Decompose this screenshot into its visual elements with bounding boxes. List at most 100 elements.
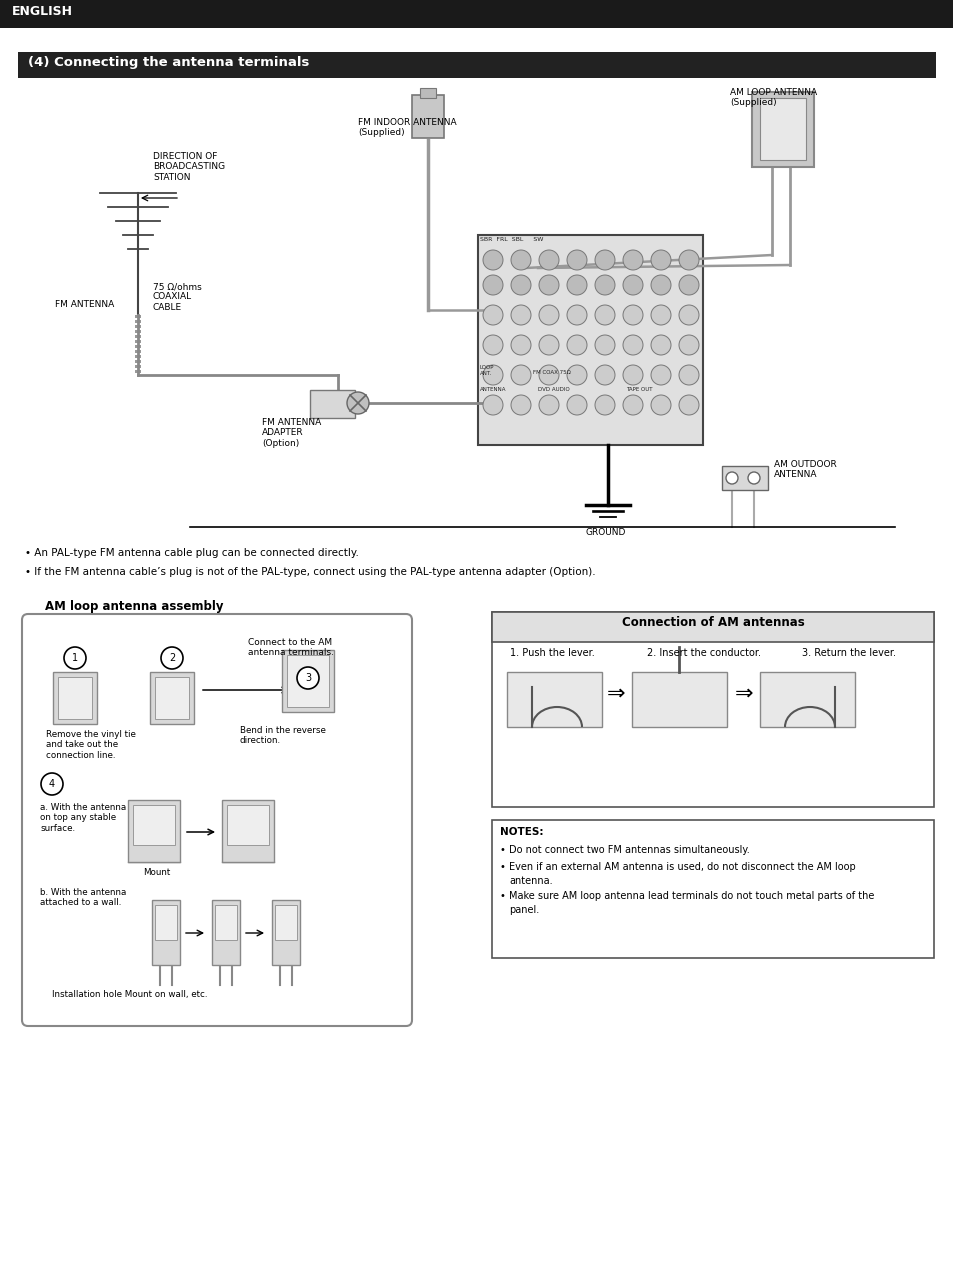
Text: DIRECTION OF
BROADCASTING
STATION: DIRECTION OF BROADCASTING STATION	[152, 152, 225, 182]
FancyBboxPatch shape	[214, 904, 236, 940]
Circle shape	[595, 250, 615, 270]
Circle shape	[511, 395, 531, 415]
FancyBboxPatch shape	[631, 673, 726, 728]
Text: 3. Return the lever.: 3. Return the lever.	[801, 648, 895, 658]
FancyBboxPatch shape	[58, 676, 91, 719]
Text: • Make sure AM loop antenna lead terminals do not touch metal parts of the: • Make sure AM loop antenna lead termina…	[499, 892, 874, 901]
Circle shape	[482, 250, 502, 270]
Circle shape	[650, 275, 670, 295]
Text: Mount: Mount	[143, 869, 170, 877]
Text: • Even if an external AM antenna is used, do not disconnect the AM loop: • Even if an external AM antenna is used…	[499, 862, 855, 872]
Circle shape	[538, 395, 558, 415]
Text: TAPE OUT: TAPE OUT	[625, 387, 652, 392]
Circle shape	[622, 275, 642, 295]
Circle shape	[538, 336, 558, 355]
Circle shape	[64, 647, 86, 669]
Circle shape	[595, 336, 615, 355]
Circle shape	[41, 772, 63, 796]
FancyBboxPatch shape	[22, 614, 412, 1026]
Circle shape	[538, 275, 558, 295]
FancyBboxPatch shape	[135, 365, 141, 368]
FancyBboxPatch shape	[135, 320, 141, 323]
Circle shape	[650, 336, 670, 355]
Circle shape	[511, 336, 531, 355]
Circle shape	[622, 305, 642, 325]
Text: Connect to the AM
antenna terminals.: Connect to the AM antenna terminals.	[248, 638, 334, 657]
Circle shape	[679, 305, 699, 325]
FancyBboxPatch shape	[212, 901, 240, 965]
Text: ANTENNA: ANTENNA	[479, 387, 506, 392]
Text: ENGLISH: ENGLISH	[12, 5, 73, 18]
Circle shape	[679, 250, 699, 270]
Circle shape	[538, 365, 558, 386]
Circle shape	[511, 365, 531, 386]
Circle shape	[538, 305, 558, 325]
Text: Remove the vinyl tie
and take out the
connection line.: Remove the vinyl tie and take out the co…	[46, 730, 135, 760]
Circle shape	[296, 667, 318, 689]
Circle shape	[566, 305, 586, 325]
Text: 3: 3	[305, 673, 311, 683]
Circle shape	[566, 250, 586, 270]
Circle shape	[650, 250, 670, 270]
Circle shape	[566, 395, 586, 415]
FancyBboxPatch shape	[310, 389, 355, 418]
Circle shape	[650, 365, 670, 386]
Text: ⇒: ⇒	[606, 684, 624, 705]
FancyBboxPatch shape	[272, 901, 299, 965]
Circle shape	[538, 250, 558, 270]
Circle shape	[622, 336, 642, 355]
FancyBboxPatch shape	[135, 325, 141, 328]
FancyBboxPatch shape	[135, 345, 141, 348]
Text: SBR  FRL  SBL     SW: SBR FRL SBL SW	[479, 237, 543, 242]
FancyBboxPatch shape	[135, 336, 141, 338]
FancyBboxPatch shape	[132, 804, 174, 845]
FancyBboxPatch shape	[492, 612, 933, 807]
FancyBboxPatch shape	[492, 612, 933, 642]
Text: antenna.: antenna.	[509, 876, 552, 886]
FancyBboxPatch shape	[760, 673, 854, 728]
Text: DVD AUDIO: DVD AUDIO	[537, 387, 569, 392]
Text: 1. Push the lever.: 1. Push the lever.	[510, 648, 594, 658]
Circle shape	[482, 365, 502, 386]
Text: • Do not connect two FM antennas simultaneously.: • Do not connect two FM antennas simulta…	[499, 845, 749, 854]
FancyBboxPatch shape	[135, 339, 141, 343]
FancyBboxPatch shape	[53, 673, 97, 724]
Circle shape	[347, 392, 369, 414]
Text: LOOP
ANT.: LOOP ANT.	[479, 365, 494, 375]
Circle shape	[566, 336, 586, 355]
FancyBboxPatch shape	[128, 801, 180, 862]
Circle shape	[595, 275, 615, 295]
FancyBboxPatch shape	[721, 466, 767, 491]
Text: FM COAX 75Ω: FM COAX 75Ω	[533, 370, 570, 375]
FancyBboxPatch shape	[751, 92, 813, 167]
FancyBboxPatch shape	[222, 801, 274, 862]
FancyBboxPatch shape	[154, 676, 189, 719]
Text: Installation hole Mount on wall, etc.: Installation hole Mount on wall, etc.	[52, 990, 208, 999]
Circle shape	[747, 471, 760, 484]
Circle shape	[595, 395, 615, 415]
Text: 2. Insert the conductor.: 2. Insert the conductor.	[646, 648, 760, 658]
FancyBboxPatch shape	[287, 655, 329, 707]
Text: 1: 1	[71, 653, 78, 664]
Text: (4) Connecting the antenna terminals: (4) Connecting the antenna terminals	[28, 56, 309, 69]
Circle shape	[650, 395, 670, 415]
FancyBboxPatch shape	[492, 820, 933, 958]
FancyBboxPatch shape	[506, 673, 601, 728]
FancyBboxPatch shape	[150, 673, 193, 724]
Text: FM ANTENNA
ADAPTER
(Option): FM ANTENNA ADAPTER (Option)	[262, 418, 321, 448]
Text: Connection of AM antennas: Connection of AM antennas	[621, 616, 803, 629]
FancyBboxPatch shape	[135, 360, 141, 363]
Circle shape	[622, 250, 642, 270]
FancyBboxPatch shape	[760, 99, 805, 160]
Circle shape	[679, 275, 699, 295]
FancyBboxPatch shape	[477, 234, 702, 445]
Circle shape	[161, 647, 183, 669]
Text: 4: 4	[49, 779, 55, 789]
Text: • An PAL-type FM antenna cable plug can be connected directly.: • An PAL-type FM antenna cable plug can …	[25, 548, 358, 559]
Circle shape	[679, 365, 699, 386]
Text: GROUND: GROUND	[585, 528, 626, 537]
Circle shape	[650, 305, 670, 325]
Circle shape	[725, 471, 738, 484]
Circle shape	[511, 305, 531, 325]
Text: AM LOOP ANTENNA
(Supplied): AM LOOP ANTENNA (Supplied)	[729, 88, 817, 108]
